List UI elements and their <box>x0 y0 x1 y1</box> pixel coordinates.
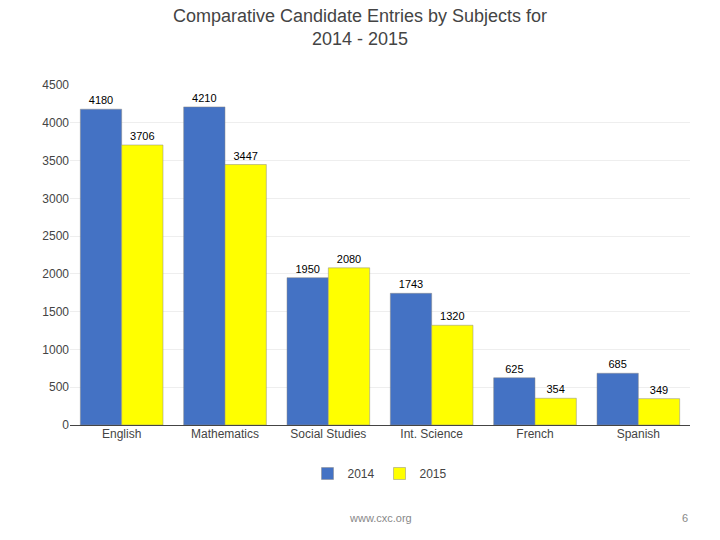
svg-text:4500: 4500 <box>42 78 69 92</box>
svg-text:2080: 2080 <box>337 253 361 265</box>
svg-text:4000: 4000 <box>42 116 69 130</box>
svg-text:0: 0 <box>62 418 69 432</box>
svg-text:3500: 3500 <box>42 154 69 168</box>
svg-text:4210: 4210 <box>192 92 216 104</box>
svg-text:3447: 3447 <box>233 150 257 162</box>
svg-text:354: 354 <box>546 383 564 395</box>
svg-text:500: 500 <box>49 380 69 394</box>
svg-text:1500: 1500 <box>42 305 69 319</box>
svg-text:English: English <box>102 427 141 441</box>
svg-text:Comparative Candidate Entries: Comparative Candidate Entries by Subject… <box>173 6 547 49</box>
svg-text:2500: 2500 <box>42 229 69 243</box>
svg-text:1743: 1743 <box>399 278 423 290</box>
svg-text:625: 625 <box>505 363 523 375</box>
svg-text:1320: 1320 <box>440 310 464 322</box>
svg-text:3000: 3000 <box>42 192 69 206</box>
svg-text:Mathematics: Mathematics <box>191 427 259 441</box>
svg-text:Int. Science: Int. Science <box>400 427 463 441</box>
svg-text:Social Studies: Social Studies <box>290 427 366 441</box>
svg-text:2015: 2015 <box>420 467 447 481</box>
svg-text:349: 349 <box>650 384 668 396</box>
svg-text:4180: 4180 <box>89 94 113 106</box>
svg-text:2000: 2000 <box>42 267 69 281</box>
svg-text:685: 685 <box>608 358 626 370</box>
svg-text:6: 6 <box>682 512 688 524</box>
svg-text:3706: 3706 <box>130 130 154 142</box>
svg-text:2014: 2014 <box>348 467 375 481</box>
svg-text:Spanish: Spanish <box>617 427 660 441</box>
svg-text:1950: 1950 <box>295 263 319 275</box>
svg-text:French: French <box>516 427 553 441</box>
svg-text:www.cxc.org: www.cxc.org <box>349 512 412 524</box>
svg-text:1000: 1000 <box>42 343 69 357</box>
